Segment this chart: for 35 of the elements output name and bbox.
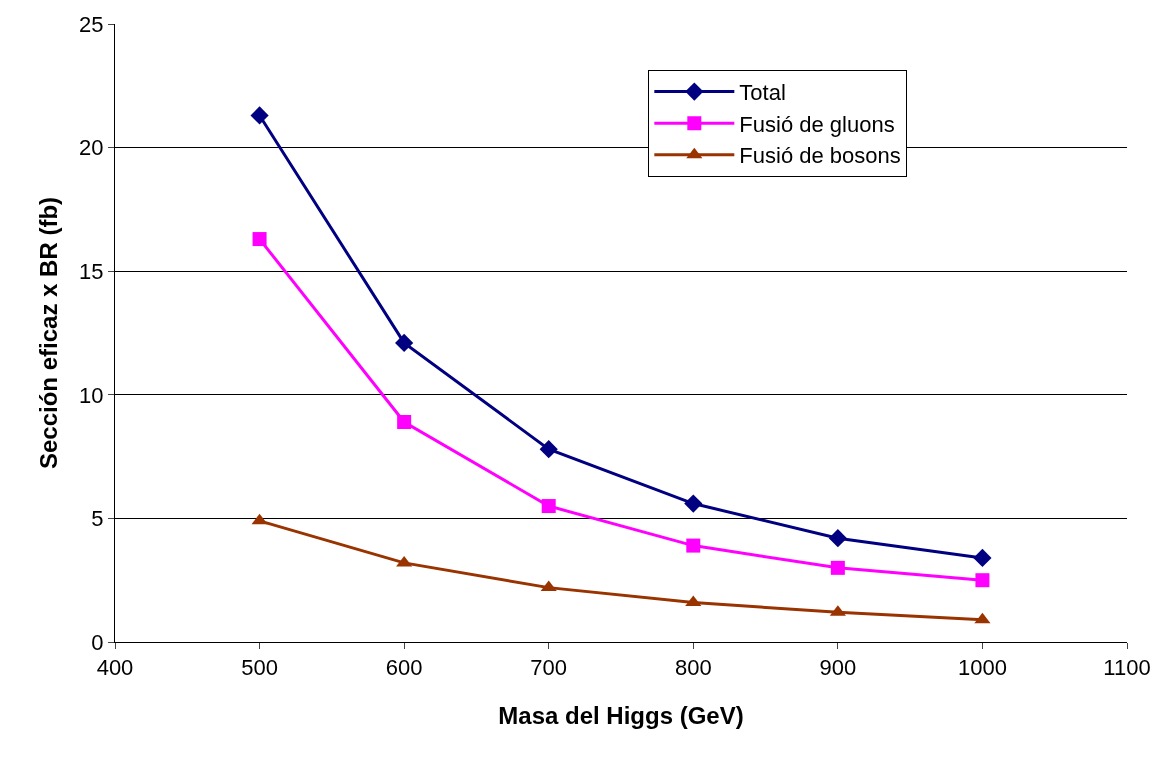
x-tick-label: 900 xyxy=(819,655,857,681)
point xyxy=(395,333,414,352)
x-tick-label: 700 xyxy=(530,655,568,681)
legend-label: Fusió de gluons xyxy=(739,111,895,137)
point xyxy=(252,232,267,247)
x-tick-label: 1000 xyxy=(957,655,1007,681)
x-tick-label: 500 xyxy=(241,655,278,681)
legend-label: Total xyxy=(739,80,786,106)
point xyxy=(251,513,268,525)
point xyxy=(396,555,413,567)
point xyxy=(397,414,412,429)
y-tick-label: 5 xyxy=(91,506,104,532)
point xyxy=(830,560,845,575)
y-axis-title: Sección eficaz x BR (fb) xyxy=(35,196,62,470)
y-tick-label: 10 xyxy=(79,382,104,408)
point xyxy=(684,494,703,513)
x-tick-label: 600 xyxy=(385,655,423,681)
y-tick-label: 0 xyxy=(91,629,104,655)
x-tick-label: 400 xyxy=(96,655,134,681)
x-tick-label: 1100 xyxy=(1103,655,1151,681)
y-tick-label: 15 xyxy=(79,258,104,284)
x-tick-label: 800 xyxy=(674,655,712,681)
point xyxy=(973,548,992,568)
point xyxy=(250,106,269,125)
legend-label: Fusió de bosons xyxy=(739,143,901,169)
y-tick-label: 20 xyxy=(79,135,104,161)
point xyxy=(539,440,558,459)
point xyxy=(975,573,990,588)
point xyxy=(828,529,847,548)
point xyxy=(541,499,556,514)
point xyxy=(686,538,701,553)
x-axis-title: Masa del Higgs (GeV) xyxy=(498,702,744,729)
point xyxy=(540,580,557,592)
point xyxy=(974,612,991,624)
y-tick-label: 25 xyxy=(79,11,104,37)
